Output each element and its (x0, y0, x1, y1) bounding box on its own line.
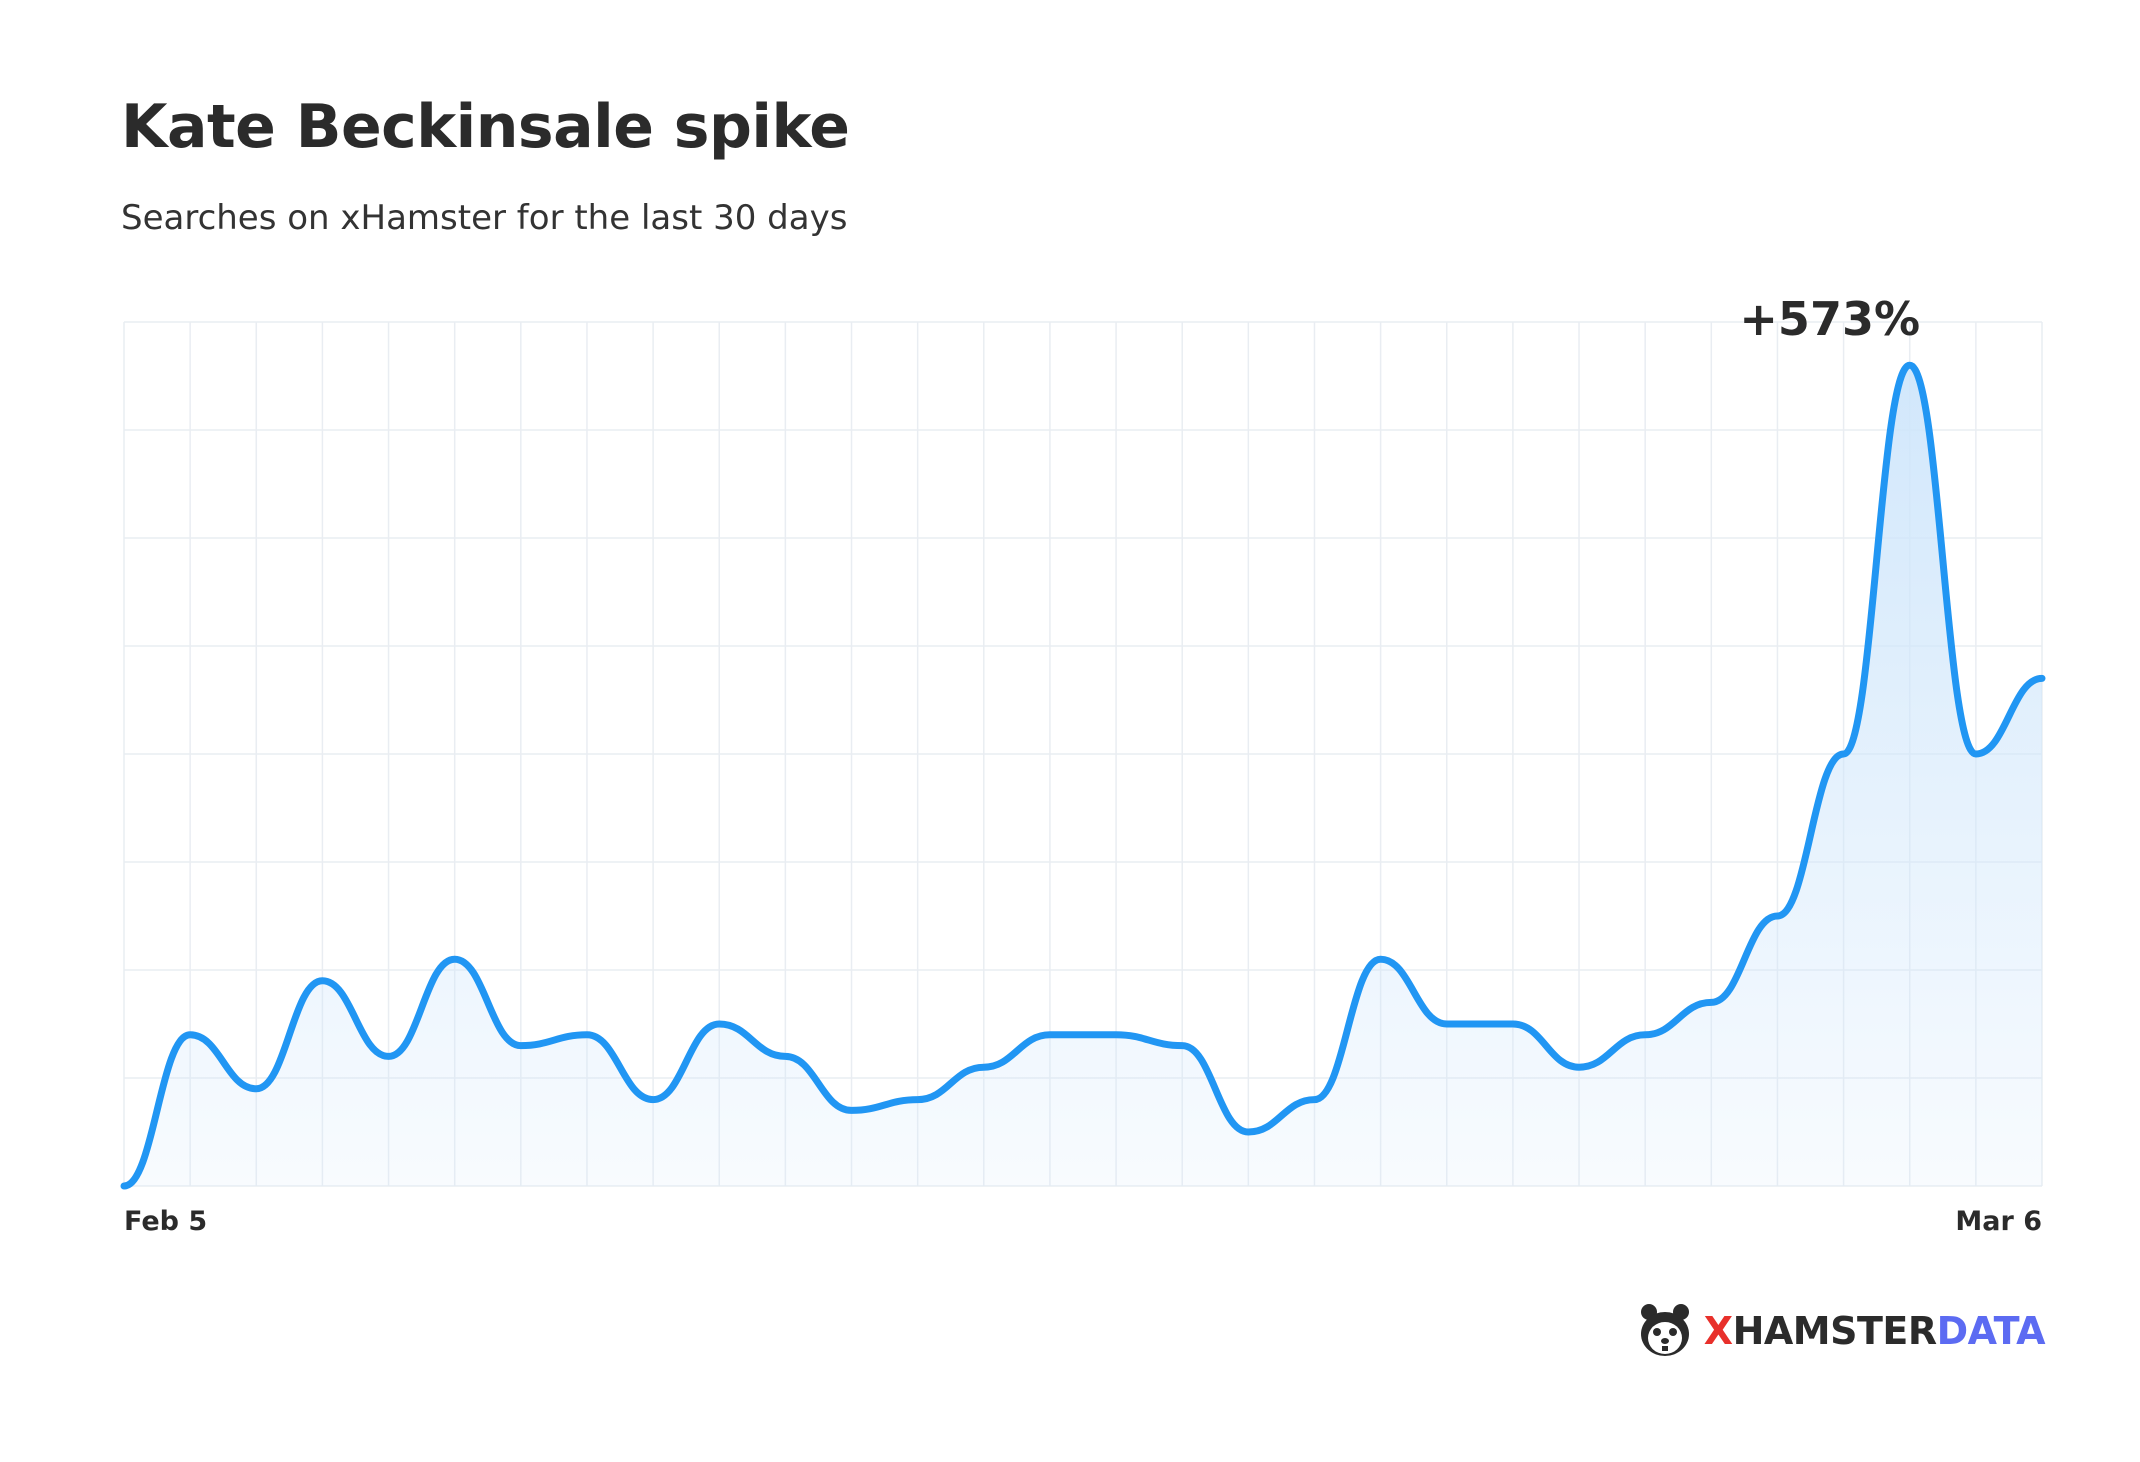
data-point (1907, 362, 1913, 368)
brand-wordmark: XHAMSTERDATA (1703, 1309, 2046, 1353)
data-point (915, 1097, 921, 1103)
data-point (518, 1043, 524, 1049)
data-point (1047, 1032, 1053, 1038)
series-line (120, 361, 2046, 1190)
data-point (782, 1053, 788, 1059)
data-point (187, 1032, 193, 1038)
spike-annotation: +573% (1739, 292, 1920, 346)
data-point (1179, 1043, 1185, 1049)
data-point (716, 1021, 722, 1027)
x-tick-label-first: Feb 5 (124, 1206, 207, 1237)
data-point (1245, 1129, 1251, 1135)
chart-subtitle: Searches on xHamster for the last 30 day… (121, 198, 848, 238)
data-point (1378, 956, 1384, 962)
brand-x: X (1703, 1309, 1733, 1353)
data-point (386, 1053, 392, 1059)
data-point (1774, 913, 1780, 919)
data-point (253, 1086, 259, 1092)
hamster-icon (1640, 1304, 1689, 1356)
data-point (1642, 1032, 1648, 1038)
data-point (1113, 1032, 1119, 1038)
data-point (1973, 751, 1979, 757)
data-point (1311, 1097, 1317, 1103)
data-point (2039, 675, 2045, 681)
data-point (1444, 1021, 1450, 1027)
data-point (981, 1064, 987, 1070)
data-point (1841, 751, 1847, 757)
data-point (319, 978, 325, 984)
area-fill (124, 365, 2042, 1186)
data-point (584, 1032, 590, 1038)
data-point (121, 1183, 127, 1189)
data-point (1708, 999, 1714, 1005)
data-point (1576, 1064, 1582, 1070)
x-tick-label-last: Mar 6 (1955, 1206, 2042, 1237)
data-point (650, 1097, 656, 1103)
data-point (1510, 1021, 1516, 1027)
data-point (849, 1107, 855, 1113)
xhamster-data-logo: XHAMSTERDATA (1634, 1300, 2046, 1362)
chart-title: Kate Beckinsale spike (121, 92, 850, 162)
data-point (452, 956, 458, 962)
brand-name: HAMSTER (1732, 1309, 1938, 1353)
brand-suffix: DATA (1936, 1309, 2046, 1353)
